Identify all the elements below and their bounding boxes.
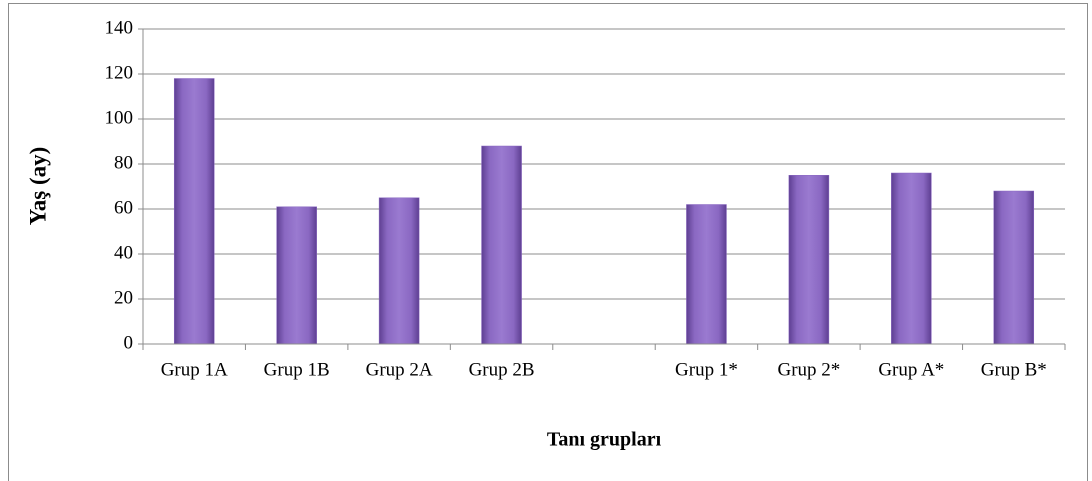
x-tick-label: Grup 1* <box>675 359 738 380</box>
x-tick-label: Grup 1A <box>161 359 228 380</box>
x-tick-label: Grup 2A <box>366 359 433 380</box>
bar <box>788 175 830 345</box>
x-tick-label: Grup B* <box>981 359 1047 380</box>
bar <box>481 145 522 345</box>
y-tick-label: 0 <box>124 332 134 353</box>
y-tick-label: 20 <box>114 287 133 308</box>
bar <box>993 190 1035 345</box>
y-axis-title: Yaş (ay) <box>25 147 50 226</box>
y-tick-label: 140 <box>105 17 134 38</box>
y-tick-label: 100 <box>105 107 134 128</box>
y-tick-label: 60 <box>114 197 133 218</box>
x-tick-label: Grup 2B <box>469 359 535 380</box>
bar <box>686 204 727 345</box>
x-axis-title: Tanı grupları <box>547 429 662 451</box>
chart-border <box>8 3 1088 481</box>
bar <box>173 78 215 345</box>
y-tick-label: 120 <box>105 62 134 83</box>
x-tick-label: Grup 1B <box>264 359 330 380</box>
bar <box>378 197 420 345</box>
bar <box>276 206 317 345</box>
bar <box>891 172 932 345</box>
y-tick-label: 40 <box>114 242 133 263</box>
x-tick-label: Grup 2* <box>777 359 840 380</box>
x-tick-label: Grup A* <box>878 359 944 380</box>
y-tick-label: 80 <box>114 152 133 173</box>
